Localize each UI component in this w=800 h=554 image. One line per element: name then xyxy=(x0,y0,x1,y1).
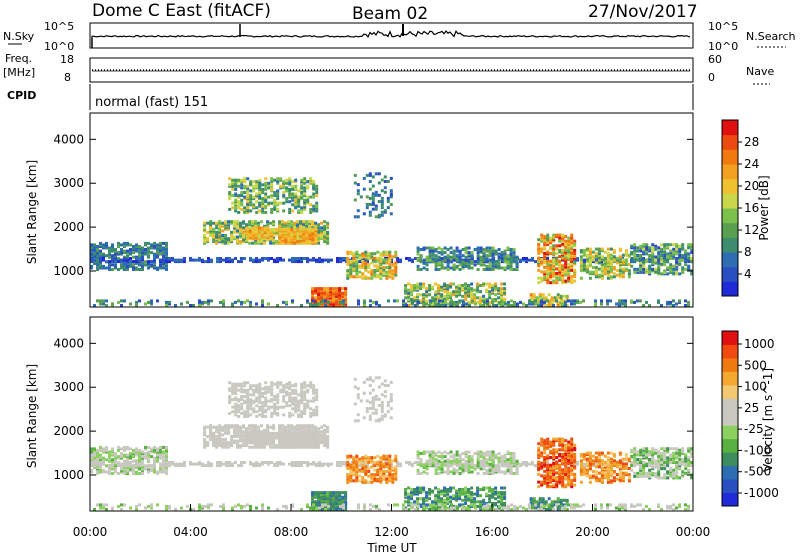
freq-tick-bottom: 8 xyxy=(64,71,71,84)
velocity-colorbar-ticks: 1000 500 100 25 -25 -100 -500 -1000 xyxy=(738,337,779,500)
power-heatmap xyxy=(90,172,694,307)
nave-tick-bottom: 0 xyxy=(708,71,715,84)
cpid-text: normal (fast) 151 xyxy=(95,95,208,110)
velocity-cbar-tick-7: -1000 xyxy=(744,486,779,500)
velocity-cbar-tick-1: 500 xyxy=(744,358,767,372)
nsearch-tick-bottom: 10^0 xyxy=(708,40,738,53)
vel-ytick-1: 2000 xyxy=(53,424,84,438)
x-axis: 00:00 04:00 08:00 12:00 16:00 20:00 00:00 xyxy=(73,504,711,539)
power-cbar-tick-1: 8 xyxy=(744,245,752,259)
nsky-panel xyxy=(89,22,694,49)
nsky-tick-bottom: 10^0 xyxy=(44,40,74,53)
beam-title: Beam 02 xyxy=(352,4,428,24)
velocity-y-axis: 1000 2000 3000 4000 xyxy=(53,336,693,482)
velocity-colorbar xyxy=(722,331,738,507)
xtick-0: 00:00 xyxy=(73,525,108,539)
freq-label: Freq. xyxy=(5,52,32,65)
velocity-cbar-tick-0: 1000 xyxy=(744,337,775,351)
nave-tick-top: 60 xyxy=(708,53,722,66)
vel-ytick-2: 3000 xyxy=(53,380,84,394)
power-cbar-tick-6: 28 xyxy=(744,135,759,149)
xtick-5: 20:00 xyxy=(575,525,610,539)
power-cbar-tick-3: 16 xyxy=(744,201,759,215)
nave-label: Nave xyxy=(746,65,774,78)
power-panel xyxy=(89,112,694,308)
power-cbar-tick-0: 4 xyxy=(744,267,752,281)
velocity-cbar-tick-2: 100 xyxy=(744,380,767,394)
date-title: 27/Nov/2017 xyxy=(588,2,698,22)
power-colorbar-ticks: 4 8 12 16 20 24 28 xyxy=(738,135,759,281)
cpid-label: CPID xyxy=(7,89,36,102)
power-y-axis: 1000 2000 3000 4000 xyxy=(53,132,693,278)
velocity-cbar-tick-3: 25 xyxy=(744,401,759,415)
power-colorbar xyxy=(722,120,738,297)
velocity-heatmap xyxy=(90,376,694,511)
vel-ytick-0: 1000 xyxy=(53,468,84,482)
xtick-1: 04:00 xyxy=(173,525,208,539)
nsearch-label: N.Search xyxy=(746,30,796,43)
velocity-cbar-tick-4: -25 xyxy=(744,422,764,436)
power-ytick-3: 4000 xyxy=(53,132,84,146)
xtick-4: 16:00 xyxy=(475,525,510,539)
power-cbar-tick-4: 20 xyxy=(744,179,759,193)
power-ylabel: Slant Range [km] xyxy=(25,160,39,264)
power-colorbar-label: Power [dB] xyxy=(757,175,771,240)
xtick-2: 08:00 xyxy=(274,525,309,539)
power-cbar-tick-2: 12 xyxy=(744,223,759,237)
nsearch-tick-top: 10^5 xyxy=(708,20,738,33)
nsky-tick-top: 10^5 xyxy=(44,20,74,33)
power-ytick-2: 3000 xyxy=(53,176,84,190)
freq-panel xyxy=(89,57,694,83)
power-cbar-tick-5: 24 xyxy=(744,157,759,171)
xtick-3: 12:00 xyxy=(374,525,409,539)
x-axis-label: Time UT xyxy=(366,541,417,554)
vel-ytick-3: 4000 xyxy=(53,336,84,350)
velocity-cbar-tick-5: -100 xyxy=(744,443,771,457)
velocity-colorbar-label: Velocity [m s^-1] xyxy=(761,368,775,472)
power-ytick-0: 1000 xyxy=(53,264,84,278)
power-ytick-1: 2000 xyxy=(53,220,84,234)
velocity-cbar-tick-6: -500 xyxy=(744,465,771,479)
station-title: Dome C East (fitACF) xyxy=(92,1,271,21)
nsky-trace xyxy=(91,30,691,39)
velocity-ylabel: Slant Range [km] xyxy=(25,364,39,468)
nsky-label: N.Sky xyxy=(3,30,35,43)
xtick-6: 00:00 xyxy=(676,525,711,539)
freq-tick-top: 18 xyxy=(60,53,74,66)
freq-unit: [MHz] xyxy=(3,66,35,79)
